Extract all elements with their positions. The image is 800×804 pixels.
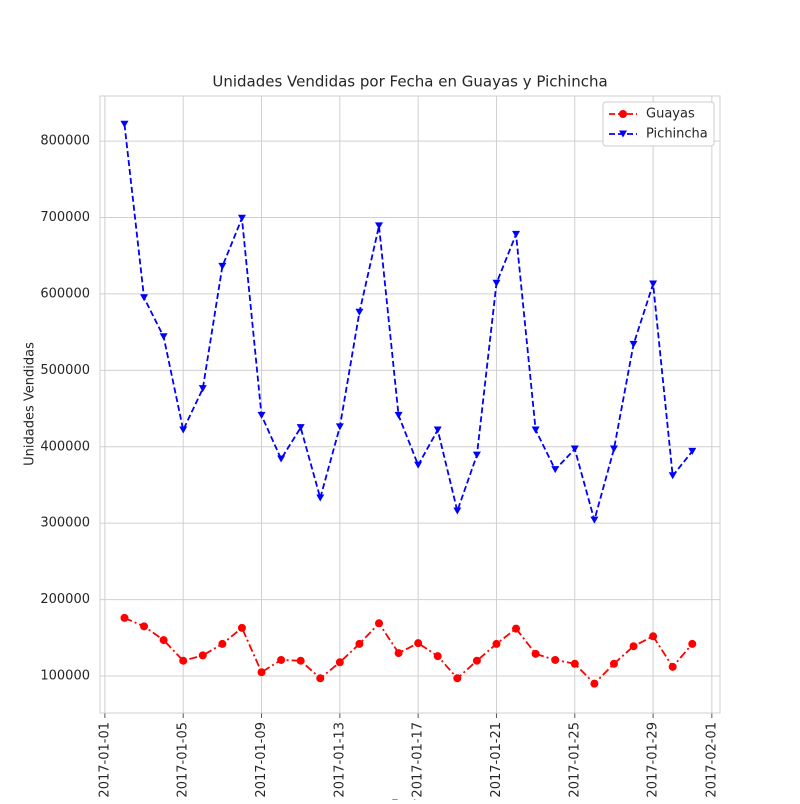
data-point	[237, 214, 246, 222]
legend	[602, 101, 715, 147]
data-point	[531, 426, 540, 434]
data-point	[668, 662, 677, 671]
data-point	[492, 279, 501, 287]
x-tick-label: 2017-01-17	[411, 722, 426, 798]
data-point	[335, 658, 344, 667]
x-tick-label: 2017-01-21	[489, 722, 504, 798]
data-point	[375, 619, 383, 628]
y-tick-label: 600000	[40, 286, 90, 301]
data-point	[257, 411, 266, 419]
data-point	[159, 333, 168, 341]
y-tick-label: 100000	[40, 669, 90, 684]
data-point	[198, 651, 207, 660]
data-point	[629, 340, 638, 348]
data-point	[688, 447, 697, 455]
y-axis-label: Unidades Vendidas	[23, 342, 38, 466]
data-point	[355, 639, 364, 648]
data-point	[649, 280, 658, 288]
data-point	[394, 649, 403, 658]
data-point	[492, 639, 501, 648]
plot-frame	[99, 95, 721, 714]
data-point	[179, 426, 188, 434]
y-tick-label: 400000	[40, 439, 90, 454]
data-point	[316, 674, 325, 683]
data-point	[414, 639, 423, 648]
data-point	[277, 455, 286, 463]
x-tick-label: 2017-02-01	[704, 722, 719, 798]
data-point	[453, 674, 462, 683]
x-tick-label: 2017-01-01	[97, 722, 112, 798]
data-point	[668, 472, 677, 480]
data-point	[590, 679, 599, 688]
data-point	[609, 659, 618, 668]
data-point	[257, 668, 266, 677]
data-point	[472, 656, 481, 665]
data-point	[159, 636, 168, 645]
data-point	[551, 655, 560, 664]
y-tick-label: 700000	[40, 210, 90, 225]
data-point	[394, 411, 403, 419]
x-tick-label: 2017-01-29	[646, 722, 661, 798]
data-point	[140, 622, 149, 631]
data-point	[512, 230, 521, 238]
data-point	[296, 424, 305, 432]
legend-label: Pichincha	[646, 127, 708, 142]
data-point	[355, 308, 364, 316]
y-tick-label: 300000	[40, 516, 90, 531]
data-point	[120, 120, 129, 128]
data-point	[472, 451, 481, 459]
x-tick-label: 2017-01-09	[254, 722, 269, 798]
data-point	[688, 639, 697, 648]
data-point	[316, 494, 325, 502]
chart-title: Unidades Vendidas por Fecha en Guayas y …	[212, 73, 607, 91]
data-point	[237, 623, 246, 632]
data-point	[649, 632, 658, 641]
data-point	[120, 613, 129, 622]
y-tick-label: 200000	[40, 592, 90, 607]
legend-label: Guayas	[646, 107, 695, 122]
data-point	[335, 423, 344, 431]
y-tick-label: 800000	[40, 134, 90, 149]
data-point	[453, 507, 462, 515]
data-point	[570, 659, 579, 668]
data-point	[433, 426, 442, 434]
data-point	[140, 294, 149, 302]
data-point	[414, 461, 423, 469]
y-tick-label: 500000	[40, 363, 90, 378]
x-tick-label: 2017-01-25	[567, 722, 582, 798]
data-point	[551, 466, 560, 474]
data-point	[629, 642, 638, 651]
legend-marker	[619, 130, 627, 138]
data-point	[296, 656, 305, 665]
data-point	[198, 385, 207, 393]
data-point	[218, 639, 227, 648]
data-point	[609, 445, 618, 453]
data-point	[531, 649, 540, 658]
data-point	[512, 624, 521, 633]
legend-marker	[619, 110, 627, 118]
series-line	[123, 124, 693, 524]
data-point	[375, 222, 383, 230]
data-point	[277, 655, 286, 664]
data-point	[570, 445, 579, 453]
data-point	[433, 652, 442, 661]
data-point	[179, 656, 188, 665]
data-point	[218, 262, 227, 270]
data-point	[590, 516, 599, 524]
x-tick-label: 2017-01-05	[176, 722, 191, 798]
x-tick-label: 2017-01-13	[332, 722, 347, 798]
